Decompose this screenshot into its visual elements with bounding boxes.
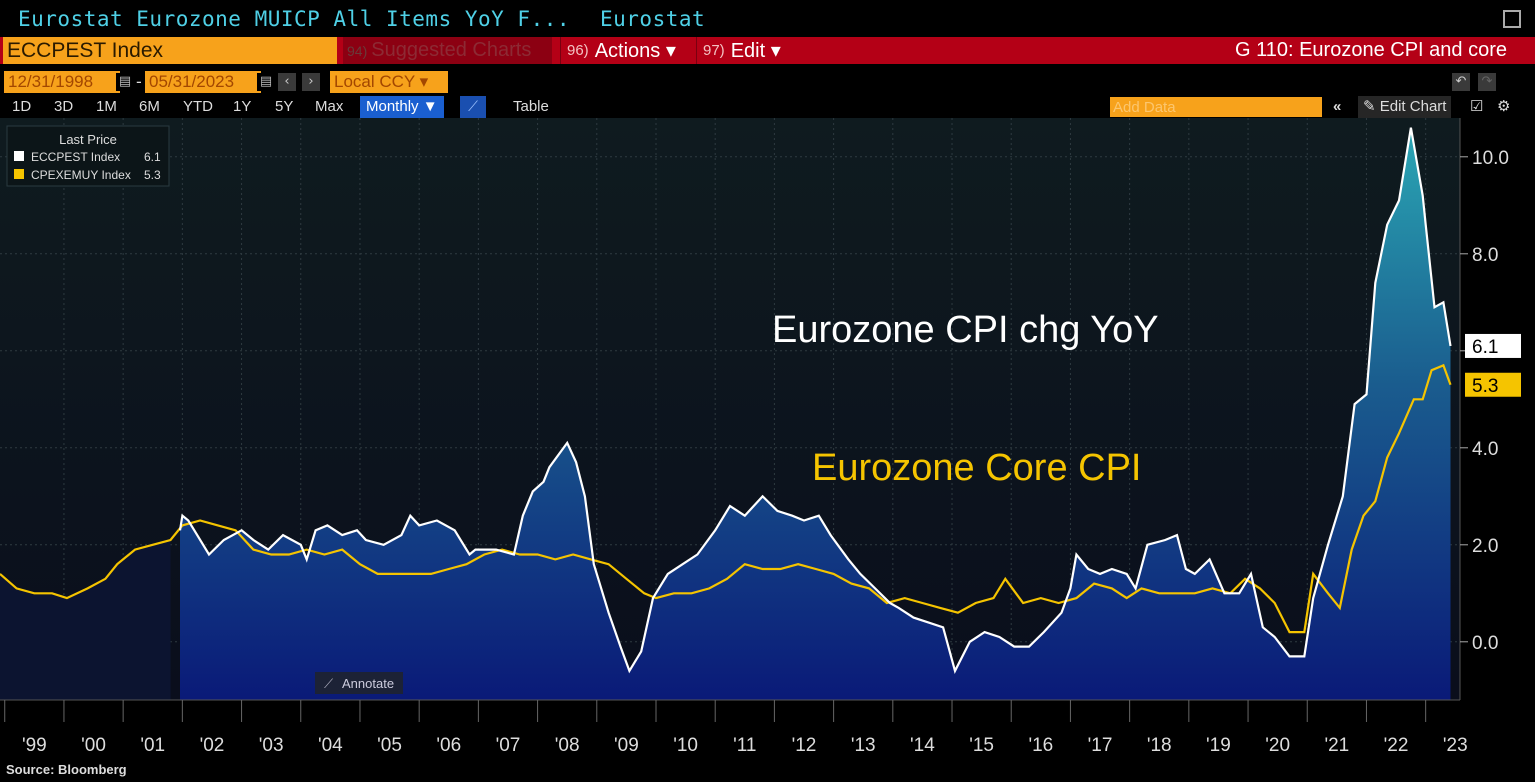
x-tick-label: '09 [614, 735, 639, 756]
line-chart-icon[interactable]: ⟋ [460, 96, 486, 118]
x-tick-label: '05 [377, 735, 402, 756]
period-max[interactable]: Max [315, 98, 344, 115]
x-tick-label: '23 [1443, 735, 1468, 756]
x-tick-label: '16 [1028, 735, 1053, 756]
source-name: Eurostat [600, 7, 706, 31]
x-tick-label: '00 [81, 735, 106, 756]
expand-icon[interactable] [1503, 10, 1521, 28]
x-tick-label: '10 [673, 735, 698, 756]
svg-text:Annotate: Annotate [342, 676, 394, 691]
edit-menu[interactable]: 97) Edit ▾ [696, 37, 796, 64]
x-tick-label: '03 [259, 735, 284, 756]
legend-name-core: CPEXEMUY Index [31, 168, 131, 182]
cpi-chart: 10.08.06.04.02.00.0 '99'00'01'02'03'04'0… [0, 118, 1535, 762]
x-tick-label: '02 [200, 735, 225, 756]
y-tick-label: 2.0 [1472, 536, 1498, 557]
table-button[interactable]: Table [513, 98, 549, 115]
x-tick-label: '04 [318, 735, 343, 756]
x-tick-label: '07 [496, 735, 521, 756]
svg-text:5.3: 5.3 [1472, 376, 1498, 397]
annotation-core: Eurozone Core CPI [812, 447, 1142, 489]
period-5y[interactable]: 5Y [275, 98, 294, 115]
x-tick-label: '20 [1265, 735, 1290, 756]
legend-value-core: 5.3 [144, 168, 161, 182]
undo-icon[interactable]: ↶ [1452, 73, 1470, 91]
cpi-area-fill [180, 127, 1451, 700]
period-ytd[interactable]: YTD [183, 98, 213, 115]
period-1m[interactable]: 1M [96, 98, 117, 115]
y-tick-label: 10.0 [1472, 148, 1509, 169]
collapse-icon[interactable]: « [1333, 98, 1342, 115]
annotate-button[interactable]: ⟋ Annotate [315, 672, 403, 694]
ticker-field[interactable]: ECCPEST Index [3, 37, 337, 64]
redo-icon[interactable]: ↷ [1478, 73, 1496, 91]
last-price-label-core: 5.3 [1465, 372, 1521, 397]
y-tick-label: 8.0 [1472, 245, 1498, 266]
add-data-input[interactable]: Add Data [1110, 97, 1322, 117]
legend-swatch-core [14, 169, 24, 179]
title-bar: Eurostat Eurozone MUICP All Items YoY F.… [0, 0, 1535, 36]
legend-swatch-cpi [14, 151, 24, 161]
security-title: Eurostat Eurozone MUICP All Items YoY F.… [18, 7, 571, 31]
period-1y[interactable]: 1Y [233, 98, 252, 115]
x-tick-label: '99 [22, 735, 47, 756]
legend: Last Price ECCPEST Index 6.1 CPEXEMUY In… [6, 125, 170, 187]
source-footer: Source: Bloomberg [6, 762, 127, 777]
x-tick-label: '12 [792, 735, 817, 756]
settings-pencil-icon[interactable]: ☑ [1470, 98, 1484, 115]
x-tick-label: '17 [1088, 735, 1113, 756]
x-tick-label: '22 [1384, 735, 1409, 756]
legend-name-cpi: ECCPEST Index [31, 150, 120, 164]
x-tick-label: '21 [1324, 735, 1349, 756]
start-calendar-icon[interactable]: ▤ [116, 73, 134, 91]
start-date-input[interactable]: 12/31/1998 [4, 71, 120, 93]
x-axis: '99 '00 '01 '02 '03 '04 '05 '06 '07 '08 '09 '10 '11 '… [4, 700, 1468, 756]
command-bar: ECCPEST Index 94) Suggested Charts 96) Ac… [0, 37, 1535, 64]
chart-name: G 110: Eurozone CPI and core [1234, 39, 1507, 61]
end-calendar-icon[interactable]: ▤ [257, 73, 275, 91]
x-tick-label: '11 [733, 735, 756, 756]
x-tick-label: '18 [1147, 735, 1172, 756]
series-line-core-cpi [0, 363, 1452, 634]
pre-series-fill [0, 540, 171, 700]
prev-arrow-icon[interactable]: ‹ [278, 73, 296, 91]
annotation-cpi: Eurozone CPI chg YoY [772, 309, 1159, 351]
svg-text:6.1: 6.1 [1472, 337, 1498, 358]
frequency-select[interactable]: Monthly ▼ [360, 96, 444, 118]
actions-menu[interactable]: 96) Actions ▾ [560, 37, 690, 64]
series-line-headline-cpi [178, 127, 1452, 674]
x-tick-label: '14 [910, 735, 935, 756]
period-3d[interactable]: 3D [54, 98, 74, 115]
svg-text:⟋: ⟋ [324, 676, 334, 691]
period-6m[interactable]: 6M [139, 98, 160, 115]
x-tick-label: '08 [555, 735, 580, 756]
x-tick-label: '15 [969, 735, 994, 756]
period-1d[interactable]: 1D [12, 98, 32, 115]
legend-header: Last Price [59, 132, 117, 147]
end-date-input[interactable]: 05/31/2023 [145, 71, 261, 93]
y-axis: 10.08.06.04.02.00.0 [1460, 148, 1509, 654]
edit-chart-button[interactable]: ✎ Edit Chart [1358, 96, 1452, 118]
x-tick-label: '19 [1206, 735, 1231, 756]
gear-icon[interactable]: ⚙ [1497, 98, 1511, 115]
y-tick-label: 4.0 [1472, 439, 1498, 460]
x-tick-label: '01 [140, 735, 165, 756]
x-tick-label: '06 [436, 735, 461, 756]
x-tick-label: '13 [851, 735, 876, 756]
legend-value-cpi: 6.1 [144, 150, 161, 164]
suggested-charts-button[interactable]: 94) Suggested Charts [343, 37, 552, 64]
currency-select[interactable]: Local CCY ▾ [330, 71, 448, 93]
y-tick-label: 0.0 [1472, 633, 1498, 654]
next-arrow-icon[interactable]: › [302, 73, 320, 91]
date-range-bar: 12/31/1998 ▤ - 05/31/2023 ▤ ‹ › Local CC… [0, 70, 1535, 94]
last-price-label-cpi: 6.1 [1465, 333, 1521, 358]
period-bar: 1D 3D 1M 6M YTD 1Y 5Y Max Monthly ▼ ⟋ Ta… [0, 96, 1535, 118]
